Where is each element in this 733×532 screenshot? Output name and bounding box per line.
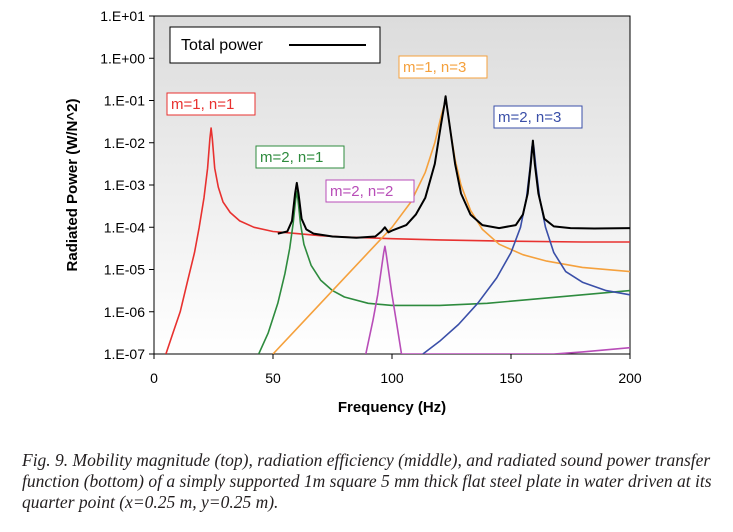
x-tick-label: 150 [499, 370, 523, 386]
annotation-m-2-n-3: m=2, n=3 [493, 105, 583, 129]
annotation-box [255, 145, 345, 169]
annotation-box [325, 179, 415, 203]
series-lines [165, 95, 630, 354]
y-tick-label: 1.E-07 [104, 346, 145, 362]
x-axis-ticks: 0 50 100 150 200 [150, 354, 642, 386]
x-axis-label: Frequency (Hz) [338, 399, 446, 416]
series-line-m-2-n-2 [365, 245, 630, 354]
x-tick-label: 200 [618, 370, 642, 386]
y-tick-label: 1.E+01 [100, 8, 145, 24]
series-line-m-2-n-1 [257, 190, 630, 354]
annotation-box [166, 92, 256, 116]
annotation-label: m=1, n=3 [403, 59, 466, 76]
annotation-box [493, 105, 583, 129]
x-tick-label: 100 [380, 370, 404, 386]
x-tick-label: 0 [150, 370, 158, 386]
y-tick-label: 1.E-01 [104, 93, 145, 109]
annotation-m-2-n-2: m=2, n=2 [325, 179, 415, 203]
annotation-label: m=2, n=1 [260, 149, 323, 166]
y-tick-label: 1.E-06 [104, 304, 145, 320]
y-axis-label: Radiated Power (W/N^2) [64, 99, 81, 272]
legend: Total power [169, 26, 381, 64]
annotation-m-1-n-3: m=1, n=3 [398, 55, 488, 79]
annotation-label: m=1, n=1 [171, 96, 234, 113]
y-tick-label: 1.E-04 [104, 219, 145, 235]
x-tick-label: 50 [265, 370, 281, 386]
legend-label: Total power [181, 37, 263, 54]
annotation-m-2-n-1: m=2, n=1 [255, 145, 345, 169]
radiated-power-chart: 1.E-07 1.E-06 1.E-05 1.E-04 1.E-03 1.E-02 1.E-… [64, 8, 642, 416]
y-axis-ticks: 1.E-07 1.E-06 1.E-05 1.E-04 1.E-03 1.E-02 1.E-… [100, 8, 154, 362]
y-tick-label: 1.E-02 [104, 135, 145, 151]
series-annotations: m=1, n=1 m=2, n=1 m=2, n=2 m=1, n=3 m=2, n=3 [166, 55, 583, 203]
y-tick-label: 1.E+00 [100, 50, 145, 66]
annotation-label: m=2, n=2 [330, 183, 393, 200]
annotation-label: m=2, n=3 [498, 109, 561, 126]
annotation-box [398, 55, 488, 79]
y-tick-label: 1.E-03 [104, 177, 145, 193]
series-line-m-1-n-1 [165, 127, 630, 354]
y-tick-label: 1.E-05 [104, 262, 145, 278]
series-line-total-power [277, 95, 630, 239]
figure-caption: Fig. 9. Mobility magnitude (top), radiat… [22, 450, 712, 512]
annotation-m-1-n-1: m=1, n=1 [166, 92, 256, 116]
